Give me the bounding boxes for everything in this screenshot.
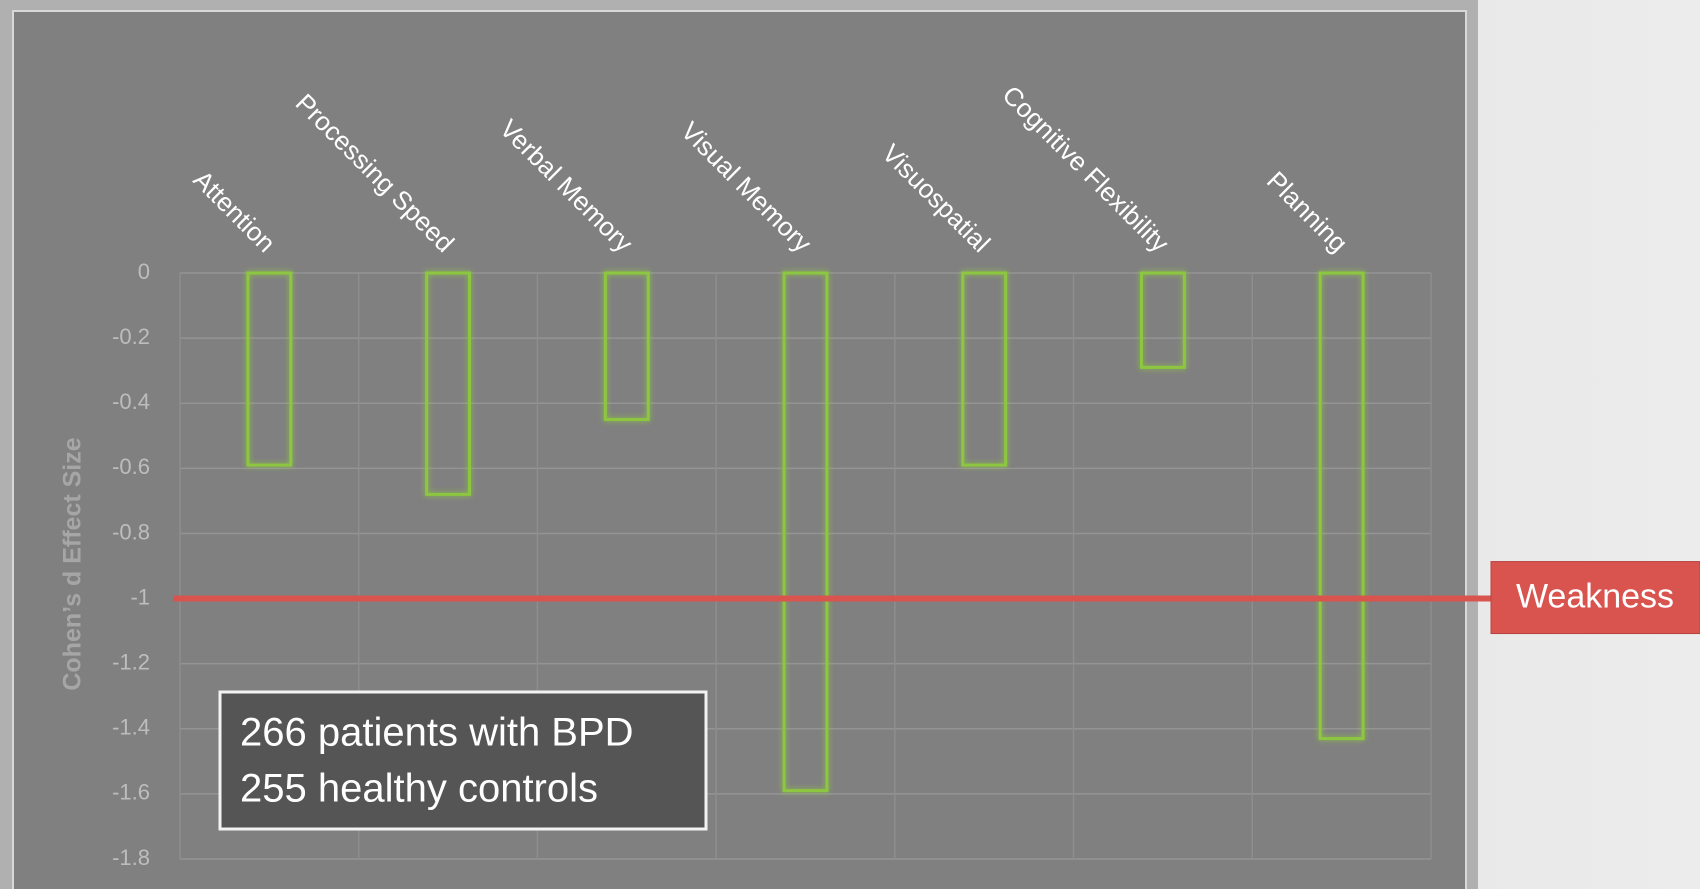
y-tick-label: -0.6 bbox=[112, 454, 150, 479]
bar bbox=[782, 271, 829, 793]
y-tick-label: 0 bbox=[138, 259, 150, 284]
bar bbox=[603, 271, 650, 421]
y-tick-label: -1.6 bbox=[112, 780, 150, 805]
bar bbox=[246, 271, 293, 467]
y-tick-label: -0.8 bbox=[112, 519, 150, 544]
y-tick-label: -0.4 bbox=[112, 389, 150, 414]
bar bbox=[1318, 271, 1365, 741]
y-axis-title: Cohen’s d Effect Size bbox=[59, 437, 87, 690]
y-tick-label: -0.2 bbox=[112, 324, 150, 349]
y-tick-label: -1 bbox=[130, 584, 150, 609]
y-tick-label: -1.4 bbox=[112, 715, 150, 740]
annotation-line: 255 healthy controls bbox=[240, 767, 598, 811]
bar bbox=[1139, 271, 1186, 369]
reference-label-box bbox=[1490, 561, 1700, 635]
y-tick-label: -1.8 bbox=[112, 845, 150, 870]
annotation-box bbox=[218, 690, 708, 831]
bar bbox=[961, 271, 1008, 467]
annotation-line: 266 patients with BPD bbox=[240, 711, 634, 755]
y-tick-label: -1.2 bbox=[112, 649, 150, 674]
reference-label: Weakness bbox=[1516, 578, 1674, 616]
bar bbox=[425, 271, 472, 496]
